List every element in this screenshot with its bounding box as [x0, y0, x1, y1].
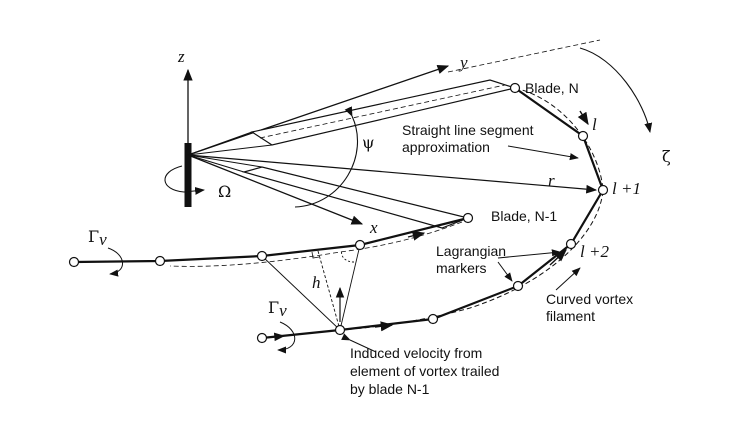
- marker-node: [154, 255, 166, 267]
- gamma-symbol-left: Γ: [88, 227, 99, 246]
- gamma-subscript-bottom: v: [279, 301, 287, 320]
- node-label-l-plus-1: l +1: [612, 179, 641, 198]
- rotation-arrow: [164, 165, 205, 195]
- x-axis-label: x: [369, 218, 378, 237]
- blade-n1-label: Blade, N-1: [491, 208, 557, 224]
- gamma-symbol-bottom: Γ: [268, 298, 279, 317]
- omega-label: Ω: [218, 182, 231, 201]
- straight-line-label-2: approximation: [402, 139, 490, 155]
- h-distance-line: [317, 250, 341, 331]
- curved-vortex-label-2: filament: [546, 308, 595, 324]
- marker-node: [509, 82, 521, 94]
- construction-line-1: [261, 255, 341, 331]
- marker-node: [256, 332, 268, 344]
- x-axis: [187, 154, 364, 225]
- radius-line: [187, 154, 598, 194]
- blade-n-label: Blade, N: [525, 80, 579, 96]
- circulation-label-left: Γv: [88, 227, 107, 249]
- zeta-label: ζ: [662, 147, 671, 166]
- zeta-arc: [579, 47, 653, 133]
- node-label-l-plus-2: l +2: [580, 242, 609, 261]
- marker-node: [334, 324, 346, 336]
- y-axis: [187, 64, 450, 156]
- construction-line-2: [339, 244, 361, 331]
- lagrangian-label-1: Lagrangian: [436, 243, 506, 259]
- induced-velocity-label-1: Induced velocity from: [350, 345, 482, 361]
- vortex-filament-lower: [73, 216, 469, 264]
- lagrangian-label-2: markers: [436, 260, 487, 276]
- circulation-arrow-left: [107, 247, 123, 277]
- marker-node: [565, 238, 577, 250]
- lagrangian-markers: [68, 82, 609, 344]
- node-label-l: l: [592, 115, 597, 134]
- marker-node: [427, 313, 439, 325]
- y-axis-label: y: [458, 53, 468, 72]
- curved-vortex-label-1: Curved vortex: [546, 291, 633, 307]
- circulation-label-bottom: Γv: [268, 298, 287, 320]
- induced-velocity-label-2: element of vortex trailed: [350, 363, 499, 379]
- marker-node: [597, 184, 609, 196]
- marker-node: [577, 130, 589, 142]
- radius-label: r: [548, 171, 555, 190]
- marker-node: [354, 239, 366, 251]
- h-label: h: [312, 273, 321, 292]
- marker-node: [512, 280, 524, 292]
- z-axis-label: z: [177, 47, 185, 66]
- marker-node: [256, 250, 268, 262]
- psi-arc: [294, 106, 358, 208]
- marker-node: [462, 212, 474, 224]
- circulation-arrow-bottom: [277, 321, 296, 354]
- vortex-filament-upper: [261, 87, 605, 340]
- curved-vortex-filament: [339, 87, 604, 331]
- induced-velocity-label-3: by blade N-1: [350, 381, 430, 397]
- straight-line-label-1: Straight line segment: [402, 122, 534, 138]
- gamma-subscript-left: v: [99, 230, 107, 249]
- marker-node: [68, 256, 80, 268]
- psi-label: ψ: [362, 133, 375, 152]
